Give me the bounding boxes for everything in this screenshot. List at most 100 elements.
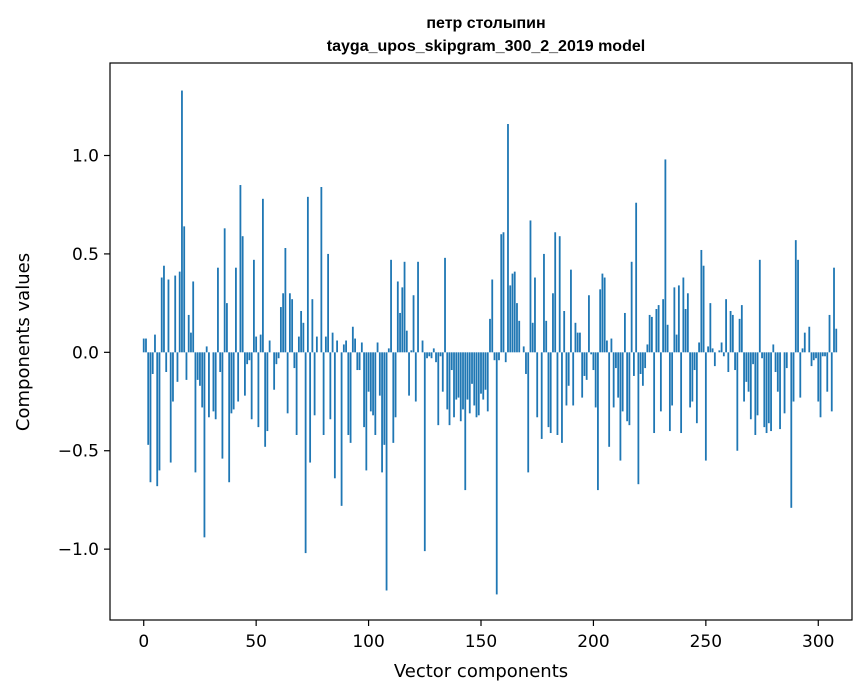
bar [758,259,761,353]
bar [547,352,550,428]
bar [217,267,219,353]
bar [761,352,763,359]
bar [367,352,370,392]
bar [556,352,559,435]
bar [475,352,478,418]
bar [536,352,539,418]
bar [513,271,516,353]
bar [262,198,264,353]
bar [392,352,395,443]
bar [824,352,826,357]
bar [576,332,579,353]
bar [286,352,289,414]
chart-title: петр столыпин [426,15,545,32]
bar [641,352,644,386]
bar [819,352,822,418]
bar [624,312,626,353]
bar [437,352,440,426]
bar [345,340,347,353]
bar [655,309,658,353]
bar [329,352,332,420]
bar [376,342,379,353]
bar [327,253,329,353]
bar [358,352,361,371]
bar [333,352,336,479]
y-tick-label: 1.0 [72,147,99,167]
bar [567,352,570,386]
bar [421,340,424,353]
bar [250,352,253,420]
bar [718,350,721,353]
bar [457,352,460,398]
bar [255,336,258,353]
bar [774,352,777,373]
bar [673,287,676,353]
bar [603,277,606,353]
bar [315,336,318,353]
bar [172,352,174,402]
bar [156,352,159,487]
bar [727,352,730,373]
bar [666,324,669,353]
bar [297,336,300,353]
x-tick-label: 250 [690,632,722,652]
bar [306,196,309,353]
bar [163,265,165,353]
bar [244,352,246,396]
bar [450,352,453,371]
bar-series [142,90,838,595]
bar [574,322,577,353]
bar [592,352,595,371]
bar [347,352,350,435]
bar [644,352,647,369]
y-axis-label: Components values [13,253,34,431]
bar [565,352,568,406]
bar [473,352,476,406]
bar [288,293,291,353]
bar [563,310,566,353]
bar [731,314,734,353]
bar [435,352,437,363]
bar [684,309,687,353]
bar [300,310,303,353]
x-tick-label: 0 [138,632,149,652]
bar [408,352,410,396]
bar [351,326,354,353]
bar [349,352,352,443]
bar [833,267,835,353]
bar [295,352,298,435]
bar [387,348,390,353]
bar [812,352,815,361]
bar [509,285,512,353]
bar [677,285,680,353]
bar [828,314,831,353]
bar [797,259,799,353]
bar [610,338,613,353]
bar [653,352,656,434]
bar [525,352,527,374]
bar [293,352,296,369]
bar [199,352,201,386]
bar [486,352,489,412]
bar [779,352,781,430]
bar [212,352,215,412]
bar [423,352,426,552]
bar [453,352,455,418]
bar [410,350,413,353]
bar [502,232,505,353]
x-tick-label: 300 [802,632,834,652]
bar [149,352,152,483]
bar [253,259,255,353]
bar [835,328,838,353]
bar [549,352,552,434]
bar [336,340,338,353]
y-tick-label: −1.0 [58,540,99,560]
bar [455,352,458,400]
bar [583,352,586,376]
y-tick-label: 0.5 [72,245,99,265]
bar [187,314,190,353]
bar [484,352,487,390]
bar [635,202,638,353]
bar [264,352,267,447]
bar [441,352,444,392]
